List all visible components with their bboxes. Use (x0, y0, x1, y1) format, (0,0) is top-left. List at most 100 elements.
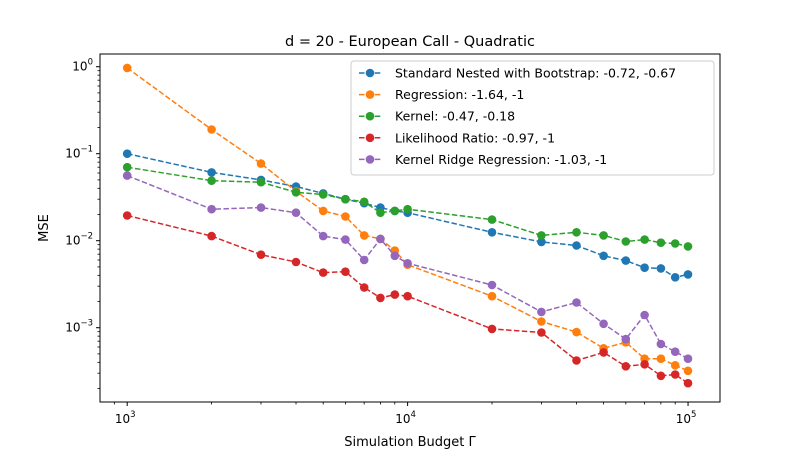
data-point (656, 339, 666, 349)
x-tick-label: 103 (115, 410, 136, 426)
data-point (656, 354, 666, 364)
data-point (318, 190, 328, 199)
legend-swatch-marker (365, 133, 375, 143)
data-point (621, 334, 631, 344)
y-tick-label: 100 (72, 58, 93, 74)
data-point (359, 197, 369, 207)
data-point (621, 256, 631, 265)
data-point (670, 273, 680, 282)
legend: Standard Nested with Bootstrap: -0.72, -… (350, 60, 715, 176)
data-point (621, 237, 631, 246)
data-point (599, 319, 608, 329)
data-point (207, 168, 216, 177)
data-point (318, 268, 328, 277)
data-point (670, 370, 680, 379)
data-point (599, 251, 608, 261)
data-point (403, 259, 412, 268)
data-point (487, 228, 497, 237)
data-point (256, 159, 266, 168)
data-point (683, 242, 693, 251)
data-point (621, 362, 631, 371)
data-point (656, 264, 666, 273)
series-2 (122, 162, 693, 251)
data-point (256, 177, 266, 187)
series-layer (122, 63, 693, 388)
data-point (599, 231, 608, 240)
data-point (122, 211, 132, 220)
data-point (683, 354, 693, 364)
x-axis-label: Simulation Budget Γ (344, 435, 476, 450)
series-4 (122, 171, 693, 364)
data-point (359, 283, 369, 292)
y-tick-label: 10−1 (65, 145, 93, 161)
data-point (390, 290, 400, 299)
data-point (122, 171, 132, 180)
legend-label: Likelihood Ratio: -0.97, -1 (395, 130, 555, 145)
data-point (670, 347, 680, 357)
data-point (376, 293, 385, 303)
data-point (318, 206, 328, 216)
data-point (487, 324, 497, 334)
data-point (341, 194, 350, 204)
data-point (487, 215, 497, 224)
data-point (572, 241, 581, 250)
data-point (640, 360, 649, 369)
data-point (122, 63, 132, 73)
data-point (359, 255, 369, 265)
data-point (640, 263, 649, 273)
legend-swatch-marker (365, 68, 375, 78)
data-point (122, 162, 132, 172)
data-point (207, 204, 216, 214)
data-point (683, 366, 693, 376)
data-point (572, 327, 581, 337)
y-tick-label: 10−2 (65, 232, 93, 248)
data-point (376, 234, 385, 244)
data-point (122, 149, 132, 158)
data-point (656, 238, 666, 247)
legend-swatch-marker (365, 90, 375, 99)
legend-item: Kernel Ridge Regression: -1.03, -1 (359, 152, 607, 167)
x-tick-label: 104 (395, 410, 416, 426)
data-point (207, 176, 216, 185)
plot-frame (99, 53, 721, 403)
legend-swatch-marker (365, 155, 375, 164)
data-point (341, 212, 350, 221)
legend-item: Kernel: -0.47, -0.18 (359, 109, 515, 124)
legend-item: Regression: -1.64, -1 (359, 87, 524, 102)
data-point (403, 204, 412, 214)
legend-label: Regression: -1.64, -1 (395, 87, 524, 102)
legend-label: Standard Nested with Bootstrap: -0.72, -… (395, 66, 676, 81)
data-point (341, 235, 350, 244)
data-point (537, 307, 546, 317)
data-point (640, 235, 649, 244)
data-point (537, 328, 546, 337)
data-point (207, 231, 216, 241)
data-point (537, 317, 546, 326)
data-point (572, 298, 581, 307)
data-point (376, 208, 385, 217)
legend-item: Standard Nested with Bootstrap: -0.72, -… (359, 66, 676, 81)
series-3 (122, 211, 693, 388)
data-point (572, 356, 581, 365)
data-point (599, 348, 608, 357)
data-point (390, 251, 400, 261)
legend-box (350, 60, 715, 176)
data-point (572, 228, 581, 237)
data-point (537, 231, 546, 240)
data-point (318, 231, 328, 241)
data-point (390, 206, 400, 216)
data-point (291, 208, 301, 217)
data-point (403, 291, 412, 301)
data-point (537, 237, 546, 247)
data-point (359, 231, 369, 240)
data-point (256, 250, 266, 259)
legend-label: Kernel Ridge Regression: -1.03, -1 (395, 152, 607, 167)
data-point (656, 371, 666, 381)
x-tick-label: 105 (676, 410, 697, 426)
data-point (207, 125, 216, 134)
y-tick-label: 10−3 (65, 319, 93, 335)
y-axis-label: MSE (37, 214, 52, 242)
data-point (683, 378, 693, 388)
data-point (291, 257, 301, 267)
